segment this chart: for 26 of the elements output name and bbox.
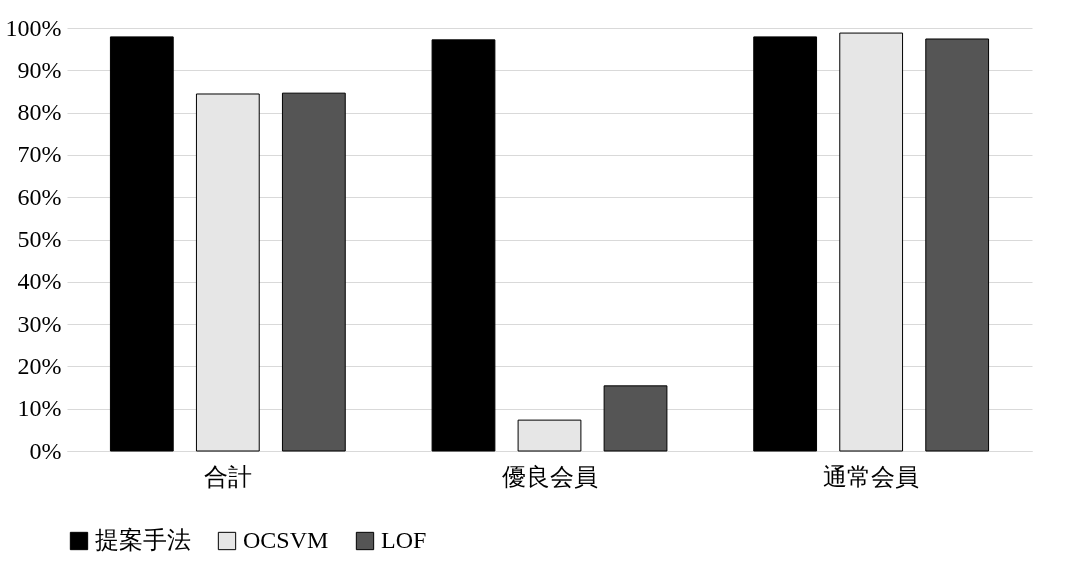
y-tick-label: 80% — [17, 99, 62, 126]
x-tick-label: 通常会員 — [823, 463, 920, 490]
y-tick-label: 10% — [17, 395, 62, 422]
y-tick-label: 40% — [17, 268, 62, 295]
bar — [195, 93, 260, 452]
bar — [281, 92, 346, 452]
x-tick-label: 優良会員 — [501, 463, 598, 490]
y-tick-label: 50% — [17, 226, 62, 252]
legend-label: LOF — [381, 527, 427, 553]
legend-label: OCSVM — [243, 527, 329, 553]
y-tick-label: 20% — [17, 352, 62, 379]
bar — [753, 36, 818, 452]
x-tick-label: 合計 — [203, 463, 252, 490]
legend-label: 提案手法 — [95, 527, 191, 553]
bar — [603, 385, 668, 452]
y-tick-label: 70% — [17, 141, 62, 168]
bar — [517, 419, 582, 452]
bar — [925, 38, 990, 452]
y-tick-label: 0% — [29, 437, 62, 464]
y-tick-label: 30% — [17, 310, 62, 337]
y-tick-label: 100% — [5, 14, 62, 41]
y-tick-label: 60% — [17, 183, 62, 210]
y-tick-label: 90% — [17, 56, 62, 83]
bar — [839, 32, 904, 452]
bar — [109, 36, 174, 452]
bar — [431, 39, 496, 452]
